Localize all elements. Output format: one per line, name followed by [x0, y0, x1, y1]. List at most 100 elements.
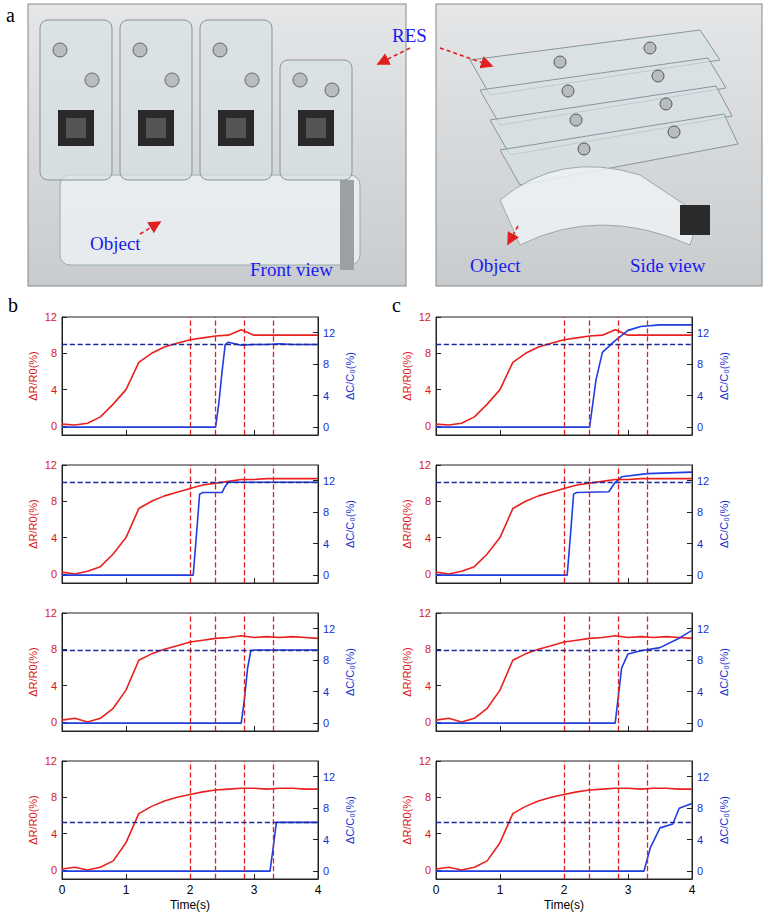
svg-text:8: 8 — [51, 791, 57, 803]
svg-text:12: 12 — [419, 459, 431, 471]
svg-text:4: 4 — [697, 390, 703, 402]
svg-text:0: 0 — [323, 865, 329, 877]
svg-text:4: 4 — [51, 384, 57, 396]
svg-text:8: 8 — [697, 506, 703, 518]
svg-text:ΔR/R0(%): ΔR/R0(%) — [401, 795, 413, 845]
svg-text:12: 12 — [697, 623, 709, 635]
svg-text:8: 8 — [51, 347, 57, 359]
svg-text:0: 0 — [425, 864, 431, 876]
svg-text:2: 2 — [187, 883, 194, 897]
svg-text:8: 8 — [425, 643, 431, 655]
svg-text:4: 4 — [315, 883, 322, 897]
svg-text:ΔC/C₀(%): ΔC/C₀(%) — [718, 352, 730, 400]
svg-text:3: 3 — [251, 883, 258, 897]
svg-text:ΔR/R0(%): ΔR/R0(%) — [27, 499, 39, 549]
svg-text:2: 2 — [561, 883, 568, 897]
svg-text:12: 12 — [419, 607, 431, 619]
svg-text:12: 12 — [323, 327, 335, 339]
svg-text:8: 8 — [323, 802, 329, 814]
svg-text:8: 8 — [697, 654, 703, 666]
svg-text:ΔR/R0(%): ΔR/R0(%) — [27, 795, 39, 845]
svg-text:4: 4 — [425, 680, 431, 692]
svg-text:4: 4 — [697, 834, 703, 846]
svg-text:ΔC/C₀(%): ΔC/C₀(%) — [718, 500, 730, 548]
svg-text:4: 4 — [689, 883, 696, 897]
svg-text:4: 4 — [697, 538, 703, 550]
svg-text:0: 0 — [59, 883, 66, 897]
svg-text:12: 12 — [419, 311, 431, 323]
svg-text:ΔR/R0(%): ΔR/R0(%) — [27, 351, 39, 401]
svg-text:0: 0 — [697, 717, 703, 729]
svg-text:0: 0 — [323, 569, 329, 581]
svg-text:12: 12 — [697, 771, 709, 783]
svg-text:Object: Object — [470, 255, 521, 276]
svg-text:0: 0 — [323, 421, 329, 433]
svg-text:1: 1 — [497, 883, 504, 897]
svg-text:8: 8 — [323, 358, 329, 370]
svg-text:4: 4 — [51, 532, 57, 544]
svg-text:ΔC/C₀(%): ΔC/C₀(%) — [344, 352, 356, 400]
svg-text:8: 8 — [323, 654, 329, 666]
svg-text:0: 0 — [51, 568, 57, 580]
svg-text:b: b — [8, 295, 18, 316]
svg-text:0: 0 — [51, 716, 57, 728]
svg-text:ΔC/C₀(%): ΔC/C₀(%) — [718, 796, 730, 844]
svg-text:Object: Object — [90, 233, 141, 254]
svg-text:8: 8 — [323, 506, 329, 518]
svg-text:0: 0 — [425, 568, 431, 580]
svg-text:12: 12 — [697, 327, 709, 339]
svg-text:Front view: Front view — [250, 259, 333, 280]
svg-text:8: 8 — [697, 358, 703, 370]
svg-text:ΔC/C₀(%): ΔC/C₀(%) — [344, 500, 356, 548]
svg-text:ΔR/R0(%): ΔR/R0(%) — [27, 647, 39, 697]
svg-text:4: 4 — [323, 686, 329, 698]
svg-text:Time(s): Time(s) — [544, 898, 584, 912]
svg-text:0: 0 — [697, 569, 703, 581]
svg-text:12: 12 — [323, 771, 335, 783]
svg-text:ΔR/R0(%): ΔR/R0(%) — [401, 499, 413, 549]
svg-text:0: 0 — [433, 883, 440, 897]
svg-text:0: 0 — [697, 865, 703, 877]
svg-text:8: 8 — [425, 347, 431, 359]
svg-text:0: 0 — [323, 717, 329, 729]
svg-text:Side view: Side view — [630, 255, 706, 276]
svg-text:ΔC/C₀(%): ΔC/C₀(%) — [344, 796, 356, 844]
svg-text:4: 4 — [51, 828, 57, 840]
svg-text:ΔR/R0(%): ΔR/R0(%) — [401, 647, 413, 697]
svg-text:12: 12 — [45, 459, 57, 471]
svg-text:12: 12 — [323, 475, 335, 487]
svg-text:ΔC/C₀(%): ΔC/C₀(%) — [718, 648, 730, 696]
svg-text:c: c — [392, 295, 401, 316]
svg-text:12: 12 — [45, 607, 57, 619]
svg-text:4: 4 — [425, 384, 431, 396]
svg-text:4: 4 — [425, 532, 431, 544]
svg-text:12: 12 — [323, 623, 335, 635]
svg-text:12: 12 — [45, 755, 57, 767]
svg-text:12: 12 — [697, 475, 709, 487]
svg-text:4: 4 — [697, 686, 703, 698]
svg-text:ΔC/C₀(%): ΔC/C₀(%) — [344, 648, 356, 696]
svg-text:0: 0 — [425, 420, 431, 432]
svg-text:8: 8 — [51, 643, 57, 655]
svg-text:4: 4 — [425, 828, 431, 840]
svg-text:8: 8 — [697, 802, 703, 814]
svg-text:8: 8 — [51, 495, 57, 507]
svg-text:0: 0 — [51, 420, 57, 432]
svg-text:RES: RES — [392, 25, 427, 46]
svg-text:4: 4 — [323, 390, 329, 402]
svg-text:4: 4 — [51, 680, 57, 692]
svg-text:4: 4 — [323, 538, 329, 550]
svg-text:4: 4 — [323, 834, 329, 846]
svg-text:8: 8 — [425, 495, 431, 507]
svg-text:3: 3 — [625, 883, 632, 897]
svg-text:0: 0 — [51, 864, 57, 876]
svg-text:1: 1 — [123, 883, 130, 897]
svg-text:0: 0 — [697, 421, 703, 433]
svg-text:12: 12 — [419, 755, 431, 767]
svg-text:8: 8 — [425, 791, 431, 803]
svg-text:a: a — [6, 4, 15, 26]
svg-text:12: 12 — [45, 311, 57, 323]
svg-text:0: 0 — [425, 716, 431, 728]
svg-text:Time(s): Time(s) — [170, 898, 210, 912]
svg-text:ΔR/R0(%): ΔR/R0(%) — [401, 351, 413, 401]
